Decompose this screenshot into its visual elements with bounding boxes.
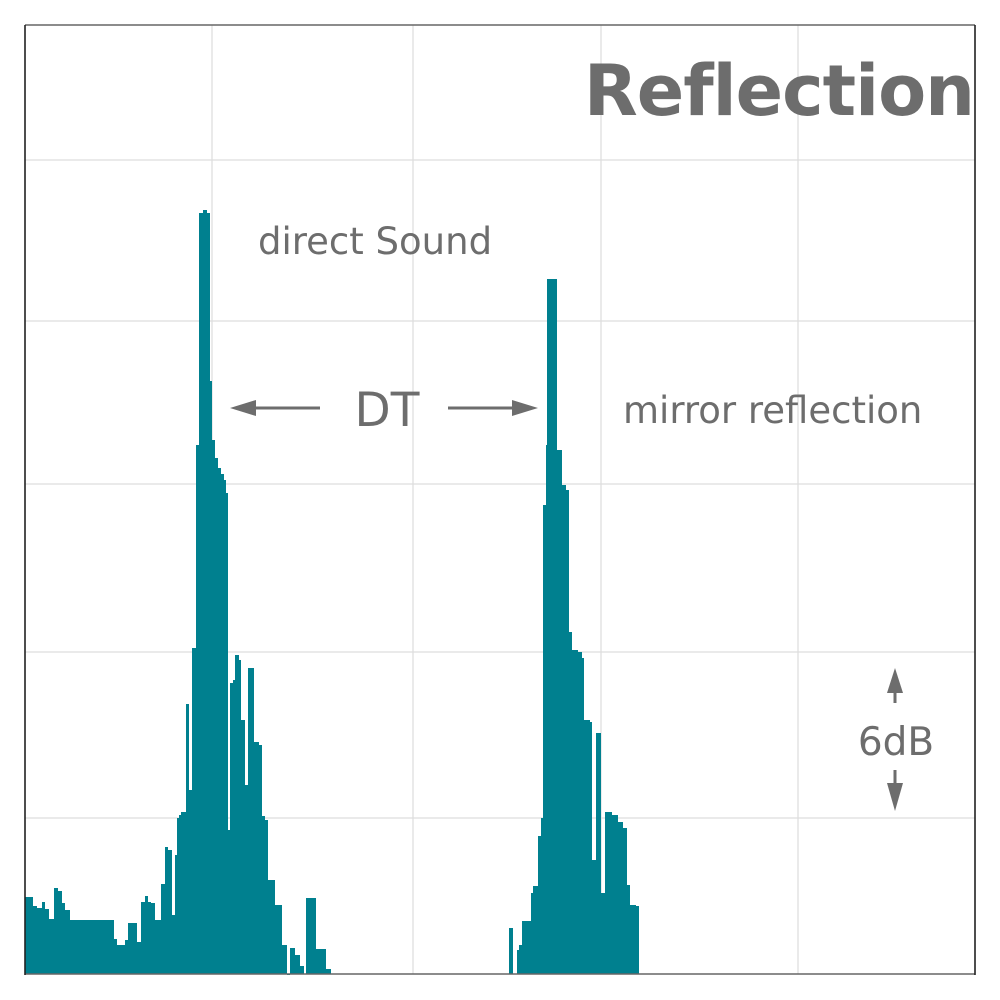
scale-indicator: 6dB: [858, 668, 934, 811]
delay-time-label: DT: [355, 383, 420, 438]
plot-frame: [24, 24, 976, 975]
delay-time-annotation: DT: [230, 383, 538, 438]
arrow-left-icon: [230, 400, 256, 416]
grid-lines: [25, 25, 975, 974]
arrow-right-icon: [512, 400, 538, 416]
histogram-bars: [25, 210, 642, 975]
arrow-up-icon: [887, 668, 903, 693]
direct-sound-label: direct Sound: [258, 220, 492, 263]
scale-label: 6dB: [858, 720, 934, 765]
mirror-reflection-label: mirror reflection: [623, 389, 922, 432]
arrow-down-icon: [887, 783, 903, 811]
chart-title: Reflection: [584, 50, 974, 132]
